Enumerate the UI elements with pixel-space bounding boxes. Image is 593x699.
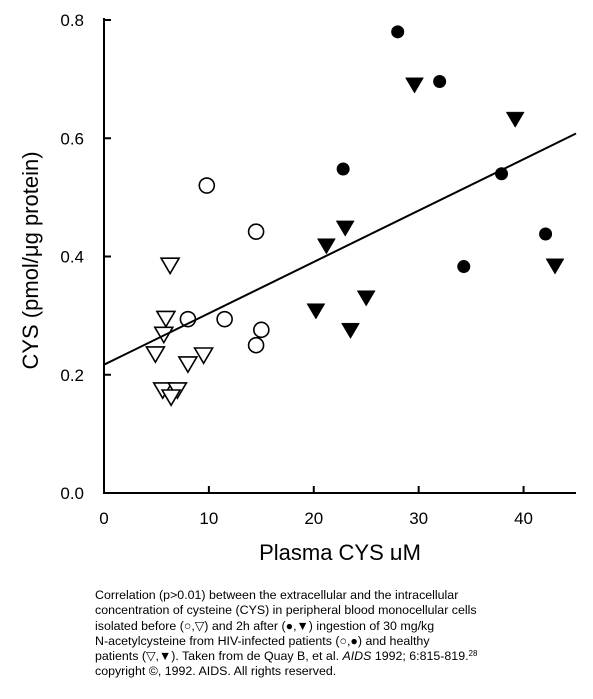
- open-triangle-point: [159, 257, 181, 276]
- y-tick-label: 0.6: [60, 129, 84, 148]
- caption-text: 1992; 6:815-819.: [371, 649, 469, 664]
- open-circle-point: [198, 177, 216, 194]
- filled-circle-point: [433, 74, 447, 88]
- filled-triangle-point: [316, 238, 336, 255]
- caption-line: isolated before (○,▽) and 2h after (●,▼)…: [95, 618, 435, 633]
- reference-number: 28: [468, 649, 478, 659]
- filled-triangle-point: [341, 322, 360, 339]
- data-points: [145, 25, 565, 407]
- filled-circle-point: [391, 25, 405, 39]
- x-tick-label: 10: [199, 509, 218, 528]
- x-tick-label: 0: [99, 509, 108, 528]
- open-circle-point: [216, 310, 233, 328]
- x-tick-label: 30: [409, 509, 428, 528]
- filled-circle-point: [336, 162, 350, 176]
- caption-line: Correlation (p>0.01) between the extrace…: [95, 588, 459, 602]
- y-tick-label: 0.4: [60, 248, 84, 267]
- open-triangle-point: [160, 389, 182, 407]
- caption-line: concentration of cysteine (CYS) in perip…: [95, 603, 477, 618]
- filled-triangle-point: [405, 77, 424, 94]
- filled-circle-point: [539, 227, 553, 241]
- x-tick-label: 20: [304, 509, 323, 528]
- open-triangle-point: [155, 310, 177, 329]
- axes: [103, 18, 576, 494]
- y-tick-label: 0.2: [60, 366, 84, 385]
- caption-text: patients (▽,▼). Taken from de Quay B, et…: [95, 649, 343, 664]
- open-triangle-point: [145, 346, 166, 364]
- filled-triangle-point: [335, 220, 355, 237]
- x-axis-label: Plasma CYS μM: [259, 540, 421, 560]
- y-axis-label: CYS (pmol/μg protein): [18, 151, 43, 369]
- open-triangle-point: [193, 347, 214, 365]
- open-circle-point: [247, 223, 265, 240]
- open-circle-point: [253, 321, 270, 339]
- caption-line: copyright ©, 1992. AIDS. All rights rese…: [95, 664, 337, 679]
- tick-labels: 0 10 20 30 40 0.0 0.2 0.4 0.6 0.8: [60, 11, 533, 528]
- regression-line: [103, 132, 577, 366]
- filled-circle-point: [457, 260, 471, 274]
- open-circle-point: [247, 336, 265, 354]
- caption-line: N-acetylcysteine from HIV-infected patie…: [95, 633, 430, 648]
- filled-triangle-point: [306, 303, 326, 320]
- filled-triangle-point: [356, 290, 376, 307]
- filled-triangle-point: [545, 258, 565, 275]
- figure-caption: Correlation (p>0.01) between the extrace…: [95, 588, 585, 680]
- filled-triangle-point: [505, 111, 525, 128]
- x-tick-label: 40: [514, 509, 533, 528]
- open-triangle-point: [177, 356, 199, 374]
- y-tick-label: 0.8: [60, 11, 84, 30]
- y-tick-label: 0.0: [60, 484, 84, 503]
- caption-line: patients (▽,▼). Taken from de Quay B, et…: [95, 649, 585, 664]
- journal-name: AIDS: [342, 649, 372, 664]
- scatter-chart: 0 10 20 30 40 0.0 0.2 0.4 0.6 0.8 Plasma CYS μM C…: [18, 11, 577, 560]
